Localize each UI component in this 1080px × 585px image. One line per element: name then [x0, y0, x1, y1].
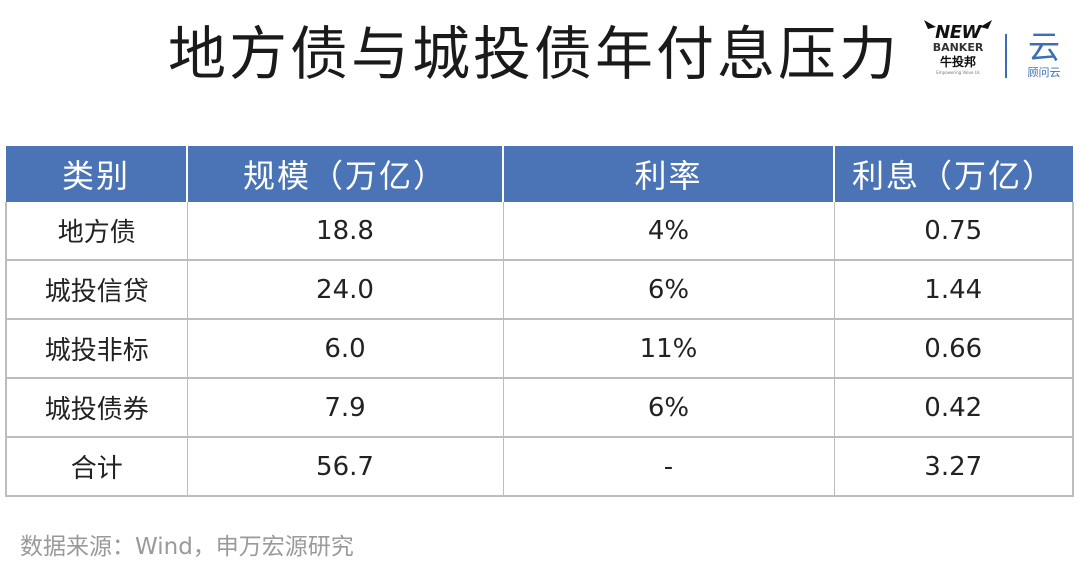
logo-group: NEW BANKER 牛投邦 Empowering Value Us 云 顾问云	[920, 18, 1070, 98]
cell-rate: -	[502, 437, 834, 497]
cell-scale: 18.8	[186, 202, 503, 261]
table-total-row: 合计 56.7 - 3.27	[5, 437, 1074, 497]
header-scale: 规模（万亿）	[186, 146, 503, 202]
cell-scale: 6.0	[186, 319, 503, 379]
table-row: 城投信贷 24.0 6% 1.44	[5, 260, 1074, 320]
table-row: 城投债券 7.9 6% 0.42	[5, 378, 1074, 438]
interest-burden-table: 类别 规模（万亿） 利率 利息（万亿） 地方债 18.8 4% 0.75 城投信…	[5, 146, 1074, 497]
cell-scale: 56.7	[186, 437, 503, 497]
newbanker-logo: NEW BANKER 牛投邦 Empowering Value Us	[922, 20, 994, 98]
cell-category: 城投非标	[5, 319, 187, 379]
table-row: 城投非标 6.0 11% 0.66	[5, 319, 1074, 379]
header-interest: 利息（万亿）	[833, 146, 1073, 202]
cell-interest: 0.75	[833, 202, 1074, 261]
newbanker-logo-top: NEW	[935, 22, 981, 43]
cell-category: 地方债	[5, 202, 187, 261]
cell-scale: 24.0	[186, 260, 503, 320]
header-category: 类别	[6, 146, 187, 202]
cell-interest: 0.66	[833, 319, 1074, 379]
cell-rate: 6%	[502, 260, 834, 320]
cell-rate: 11%	[502, 319, 834, 379]
guwenyun-logo: 云 顾问云	[1020, 28, 1068, 88]
source-note: 数据来源：Wind，申万宏源研究	[20, 534, 354, 560]
newbanker-logo-mid: BANKER	[932, 41, 984, 54]
newbanker-logo-cn: 牛投邦	[939, 55, 976, 69]
cell-category: 合计	[5, 437, 187, 497]
cell-category: 城投债券	[5, 378, 187, 438]
table-header-row: 类别 规模（万亿） 利率 利息（万亿）	[6, 146, 1073, 202]
cell-interest: 1.44	[833, 260, 1074, 320]
table-row: 地方债 18.8 4% 0.75	[5, 202, 1074, 261]
page-title: 地方债与城投债年付息压力	[168, 20, 901, 88]
cell-interest: 0.42	[833, 378, 1074, 438]
header-rate: 利率	[502, 146, 834, 202]
guwenyun-logo-text: 顾问云	[1027, 66, 1061, 79]
cell-rate: 6%	[502, 378, 834, 438]
cell-rate: 4%	[502, 202, 834, 261]
cloud-icon: 云	[1027, 28, 1060, 66]
bull-horns-icon	[924, 20, 992, 29]
cell-interest: 3.27	[833, 437, 1074, 497]
newbanker-logo-tagline: Empowering Value Us	[936, 70, 980, 75]
cell-category: 城投信贷	[5, 260, 187, 320]
logo-divider	[1005, 34, 1007, 78]
cell-scale: 7.9	[186, 378, 503, 438]
